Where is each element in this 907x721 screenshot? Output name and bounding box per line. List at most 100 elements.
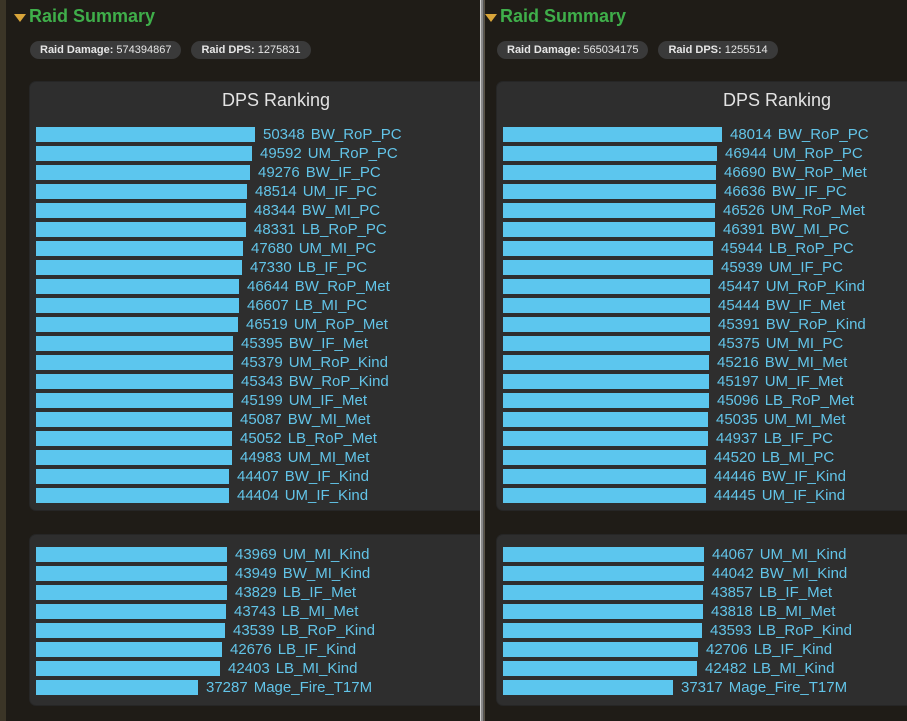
dps-bar bbox=[503, 146, 717, 161]
row-label: 46526 UM_RoP_Met bbox=[723, 202, 865, 219]
profile-name: UM_MI_Kind bbox=[282, 546, 370, 563]
ranking-row: 45391 BW_RoP_Kind bbox=[503, 315, 869, 334]
raid-summary-toggle[interactable]: Raid Summary bbox=[485, 6, 626, 27]
profile-name: UM_IF_PC bbox=[302, 183, 377, 200]
dps-bar bbox=[36, 222, 246, 237]
ranking-row: 45197 UM_IF_Met bbox=[503, 372, 869, 391]
ranking-row: 49592 UM_RoP_PC bbox=[36, 144, 402, 163]
dps-bar bbox=[503, 431, 708, 446]
profile-name: BW_MI_Kind bbox=[759, 565, 848, 582]
ranking-row: 42403 LB_MI_Kind bbox=[36, 659, 375, 678]
row-label: 45199 UM_IF_Met bbox=[241, 392, 367, 409]
raid-dps-value: 1255514 bbox=[724, 44, 768, 56]
raid-dps-label: Raid DPS: bbox=[668, 44, 722, 56]
dps-bar bbox=[503, 566, 704, 581]
dps-bar bbox=[503, 412, 708, 427]
profile-name: LB_MI_Met bbox=[758, 603, 836, 620]
profile-name: BW_RoP_PC bbox=[777, 126, 869, 143]
dps-bar bbox=[503, 623, 702, 638]
row-label: 45391 BW_RoP_Kind bbox=[718, 316, 866, 333]
profile-name: LB_IF_Met bbox=[282, 584, 357, 601]
profile-name: UM_IF_PC bbox=[768, 259, 843, 276]
row-label: 46644 BW_RoP_Met bbox=[247, 278, 390, 295]
ranking-row: 46519 UM_RoP_Met bbox=[36, 315, 402, 334]
profile-name: LB_IF_Met bbox=[758, 584, 833, 601]
dps-value: 45052 bbox=[240, 430, 282, 447]
ranking-row: 45447 UM_RoP_Kind bbox=[503, 277, 869, 296]
row-label: 49276 BW_IF_PC bbox=[258, 164, 381, 181]
dps-bar bbox=[36, 317, 238, 332]
profile-name: UM_RoP_PC bbox=[772, 145, 863, 162]
ranking-row: 46391 BW_MI_PC bbox=[503, 220, 869, 239]
dps-bar bbox=[36, 488, 229, 503]
dps-ranking-chart: DPS Ranking 48014 BW_RoP_PC 46944 UM_RoP_PC… bbox=[497, 82, 907, 510]
profile-name: LB_MI_Kind bbox=[752, 660, 835, 677]
dps-value: 43818 bbox=[711, 603, 753, 620]
profile-name: UM_IF_Kind bbox=[284, 487, 369, 504]
profile-name: BW_MI_Met bbox=[287, 411, 371, 428]
raid-dps-value: 1275831 bbox=[257, 44, 301, 56]
dps-bar bbox=[503, 642, 698, 657]
profile-name: LB_MI_Met bbox=[281, 603, 359, 620]
dps-bar bbox=[36, 146, 252, 161]
raid-damage-label: Raid Damage: bbox=[40, 44, 114, 56]
dps-bar bbox=[503, 165, 716, 180]
ranking-row: 45035 UM_MI_Met bbox=[503, 410, 869, 429]
dps-value: 43539 bbox=[233, 622, 275, 639]
profile-name: LB_MI_PC bbox=[761, 449, 835, 466]
dps-bar bbox=[36, 547, 227, 562]
ranking-row: 44445 UM_IF_Kind bbox=[503, 486, 869, 505]
dps-value: 50348 bbox=[263, 126, 305, 143]
pane-splitter[interactable] bbox=[480, 0, 484, 721]
row-label: 44404 UM_IF_Kind bbox=[237, 487, 368, 504]
row-label: 45197 UM_IF_Met bbox=[717, 373, 843, 390]
ranking-row: 43818 LB_MI_Met bbox=[503, 602, 852, 621]
profile-name: BW_RoP_PC bbox=[310, 126, 402, 143]
row-label: 43857 LB_IF_Met bbox=[711, 584, 832, 601]
section-title: Raid Summary bbox=[500, 6, 627, 26]
ranking-row: 44446 BW_IF_Kind bbox=[503, 467, 869, 486]
row-label: 45375 UM_MI_PC bbox=[718, 335, 843, 352]
dps-value: 45447 bbox=[718, 278, 760, 295]
ranking-rows: 43969 UM_MI_Kind 43949 BW_MI_Kind 43829 LB_IF… bbox=[36, 545, 375, 697]
dps-bar bbox=[503, 184, 716, 199]
row-label: 50348 BW_RoP_PC bbox=[263, 126, 402, 143]
ranking-row: 43969 UM_MI_Kind bbox=[36, 545, 375, 564]
dps-bar bbox=[36, 184, 247, 199]
ranking-row: 42482 LB_MI_Kind bbox=[503, 659, 852, 678]
ranking-row: 44407 BW_IF_Kind bbox=[36, 467, 402, 486]
row-label: 45096 LB_RoP_Met bbox=[717, 392, 854, 409]
ranking-row: 42676 LB_IF_Kind bbox=[36, 640, 375, 659]
raid-summary-toggle[interactable]: Raid Summary bbox=[14, 6, 155, 27]
section-title: Raid Summary bbox=[29, 6, 156, 26]
profile-name: LB_RoP_Kind bbox=[280, 622, 375, 639]
row-label: 42403 LB_MI_Kind bbox=[228, 660, 357, 677]
raid-dps-badge: Raid DPS: 1255514 bbox=[658, 41, 778, 59]
row-label: 44983 UM_MI_Met bbox=[240, 449, 369, 466]
ranking-row: 45343 BW_RoP_Kind bbox=[36, 372, 402, 391]
dps-bar bbox=[503, 488, 706, 503]
profile-name: BW_IF_PC bbox=[305, 164, 381, 181]
dps-value: 42482 bbox=[705, 660, 747, 677]
row-label: 44407 BW_IF_Kind bbox=[237, 468, 369, 485]
dps-bar bbox=[503, 604, 703, 619]
dps-value: 44937 bbox=[716, 430, 758, 447]
ranking-row: 45939 UM_IF_PC bbox=[503, 258, 869, 277]
row-label: 45343 BW_RoP_Kind bbox=[241, 373, 389, 390]
dps-value: 44042 bbox=[712, 565, 754, 582]
dps-bar bbox=[503, 317, 710, 332]
ranking-rows: 44067 UM_MI_Kind 44042 BW_MI_Kind 43857 LB_IF… bbox=[503, 545, 852, 697]
ranking-row: 44404 UM_IF_Kind bbox=[36, 486, 402, 505]
ranking-row: 45087 BW_MI_Met bbox=[36, 410, 402, 429]
profile-name: UM_MI_PC bbox=[298, 240, 377, 257]
row-label: 46391 BW_MI_PC bbox=[723, 221, 849, 238]
ranking-row: 44983 UM_MI_Met bbox=[36, 448, 402, 467]
dps-bar bbox=[36, 298, 239, 313]
profile-name: LB_IF_PC bbox=[763, 430, 833, 447]
raid-damage-badge: Raid Damage: 574394867 bbox=[30, 41, 182, 59]
dps-value: 46391 bbox=[723, 221, 765, 238]
ranking-row: 44042 BW_MI_Kind bbox=[503, 564, 852, 583]
dps-value: 46607 bbox=[247, 297, 289, 314]
dps-bar bbox=[36, 604, 226, 619]
ranking-rows: 48014 BW_RoP_PC 46944 UM_RoP_PC 46690 BW_RoP_… bbox=[503, 125, 869, 505]
